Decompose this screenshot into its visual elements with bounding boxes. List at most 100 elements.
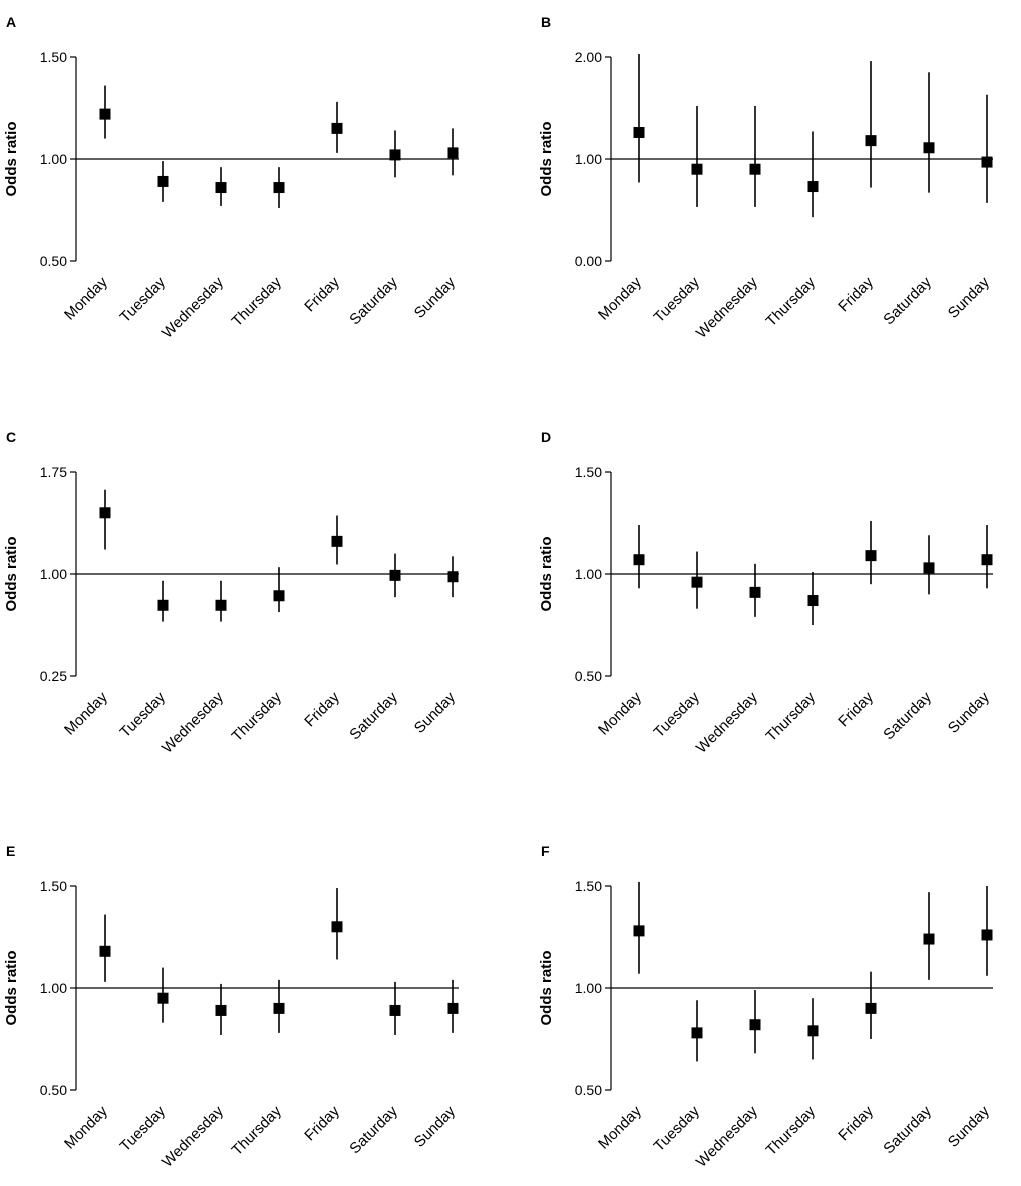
data-point: [99, 945, 111, 957]
x-tick-label: Tuesday: [651, 273, 704, 326]
x-tick-label: Wednesday: [159, 273, 227, 341]
data-point: [273, 182, 285, 194]
data-point: [981, 156, 993, 168]
data-point: [923, 142, 935, 154]
x-tick-label: Friday: [835, 273, 877, 315]
y-axis-title: Odds ratio: [538, 536, 555, 611]
y-tick-label: 0.50: [575, 668, 602, 684]
x-tick-label: Sunday: [945, 1102, 993, 1150]
data-point: [215, 182, 227, 194]
x-tick-label: Sunday: [411, 688, 459, 736]
x-tick-label: Wednesday: [693, 273, 761, 341]
y-axis-title: Odds ratio: [3, 536, 20, 611]
x-tick-label: Friday: [301, 1102, 343, 1144]
x-tick-label: Tuesday: [651, 688, 704, 741]
panel-label-f: F: [541, 843, 550, 859]
x-tick-label: Wednesday: [693, 688, 761, 756]
panel-b: B 0.00 1.00 2.00 Odds ratio Monday TuesdayWedn…: [538, 14, 993, 342]
x-tick-label: Thursday: [229, 688, 286, 745]
y-tick-label: 1.00: [40, 151, 67, 167]
y-tick-label: 1.00: [575, 151, 602, 167]
data-point: [691, 576, 703, 588]
data-point: [99, 507, 111, 519]
y-axis-title: Odds ratio: [538, 950, 555, 1025]
panel-c: C 0.25 1.00 1.75 Odds ratio Monday TuesdayWedn…: [3, 429, 459, 757]
x-tick-label: Tuesday: [117, 1102, 170, 1155]
y-tick-label: 2.00: [575, 49, 602, 65]
data-point: [447, 571, 459, 583]
data-point: [923, 933, 935, 945]
x-tick-label: Friday: [835, 1102, 877, 1144]
x-tick-label: Monday: [61, 273, 111, 323]
data-point: [749, 586, 761, 598]
data-point: [749, 163, 761, 175]
data-point: [389, 149, 401, 161]
x-tick-label: Wednesday: [159, 1102, 227, 1170]
data-point: [807, 181, 819, 193]
x-tick-label: Friday: [301, 273, 343, 315]
y-tick-label: 1.75: [40, 464, 67, 480]
data-point: [447, 147, 459, 159]
data-point: [633, 554, 645, 566]
y-tick-label: 0.25: [40, 668, 67, 684]
y-tick-label: 0.50: [40, 253, 67, 269]
x-tick-label: Wednesday: [159, 688, 227, 756]
panel-label-c: C: [6, 429, 16, 445]
x-tick-label: Sunday: [945, 273, 993, 321]
y-axis-title: Odds ratio: [3, 950, 20, 1025]
x-tick-label: Thursday: [763, 688, 820, 745]
y-tick-label: 1.50: [40, 49, 67, 65]
x-tick-label: Friday: [301, 688, 343, 730]
data-point: [273, 590, 285, 602]
y-tick-label: 1.00: [575, 980, 602, 996]
x-tick-label: Thursday: [763, 1102, 820, 1159]
x-tick-label: Tuesday: [117, 273, 170, 326]
panel-f: F 0.50 1.00 1.50 Odds ratio Monday TuesdayWedn…: [538, 843, 993, 1171]
x-tick-label: Monday: [61, 1102, 111, 1152]
data-point: [691, 163, 703, 175]
panel-label-d: D: [541, 429, 551, 445]
data-point: [807, 595, 819, 607]
data-point: [923, 562, 935, 574]
x-tick-label: Saturday: [346, 273, 401, 328]
y-tick-label: 1.00: [40, 980, 67, 996]
y-tick-label: 0.50: [40, 1082, 67, 1098]
y-tick-label: 1.00: [40, 566, 67, 582]
x-tick-label: Friday: [835, 688, 877, 730]
data-point: [157, 599, 169, 611]
y-tick-label: 1.00: [575, 566, 602, 582]
x-tick-label: Saturday: [880, 273, 935, 328]
panel-a: A 0.50 1.00 1.50 Odds ratio Monday TuesdayWedn…: [3, 14, 459, 342]
x-tick-label: Saturday: [880, 1102, 935, 1157]
y-tick-label: 0.50: [575, 1082, 602, 1098]
data-point: [331, 122, 343, 134]
data-point: [633, 126, 645, 138]
y-tick-label: 1.50: [575, 878, 602, 894]
data-point: [99, 108, 111, 120]
x-tick-label: Wednesday: [693, 1102, 761, 1170]
x-tick-label: Thursday: [763, 273, 820, 330]
data-point: [331, 535, 343, 547]
data-point: [749, 1019, 761, 1031]
data-point: [273, 1002, 285, 1014]
x-tick-label: Monday: [595, 273, 645, 323]
y-tick-label: 0.00: [575, 253, 602, 269]
y-tick-label: 1.50: [575, 464, 602, 480]
x-tick-label: Sunday: [411, 273, 459, 321]
y-axis-title: Odds ratio: [538, 121, 555, 196]
x-tick-label: Saturday: [880, 688, 935, 743]
x-tick-label: Tuesday: [117, 688, 170, 741]
panel-label-b: B: [541, 14, 551, 30]
x-tick-label: Sunday: [945, 688, 993, 736]
x-tick-label: Monday: [595, 1102, 645, 1152]
data-point: [865, 135, 877, 147]
panel-e: E 0.50 1.00 1.50 Odds ratio Monday TuesdayWedn…: [3, 843, 459, 1171]
x-tick-label: Monday: [595, 688, 645, 738]
x-tick-label: Monday: [61, 688, 111, 738]
data-point: [865, 1002, 877, 1014]
data-point: [807, 1025, 819, 1037]
data-point: [691, 1027, 703, 1039]
y-axis-title: Odds ratio: [3, 121, 20, 196]
data-point: [157, 175, 169, 187]
